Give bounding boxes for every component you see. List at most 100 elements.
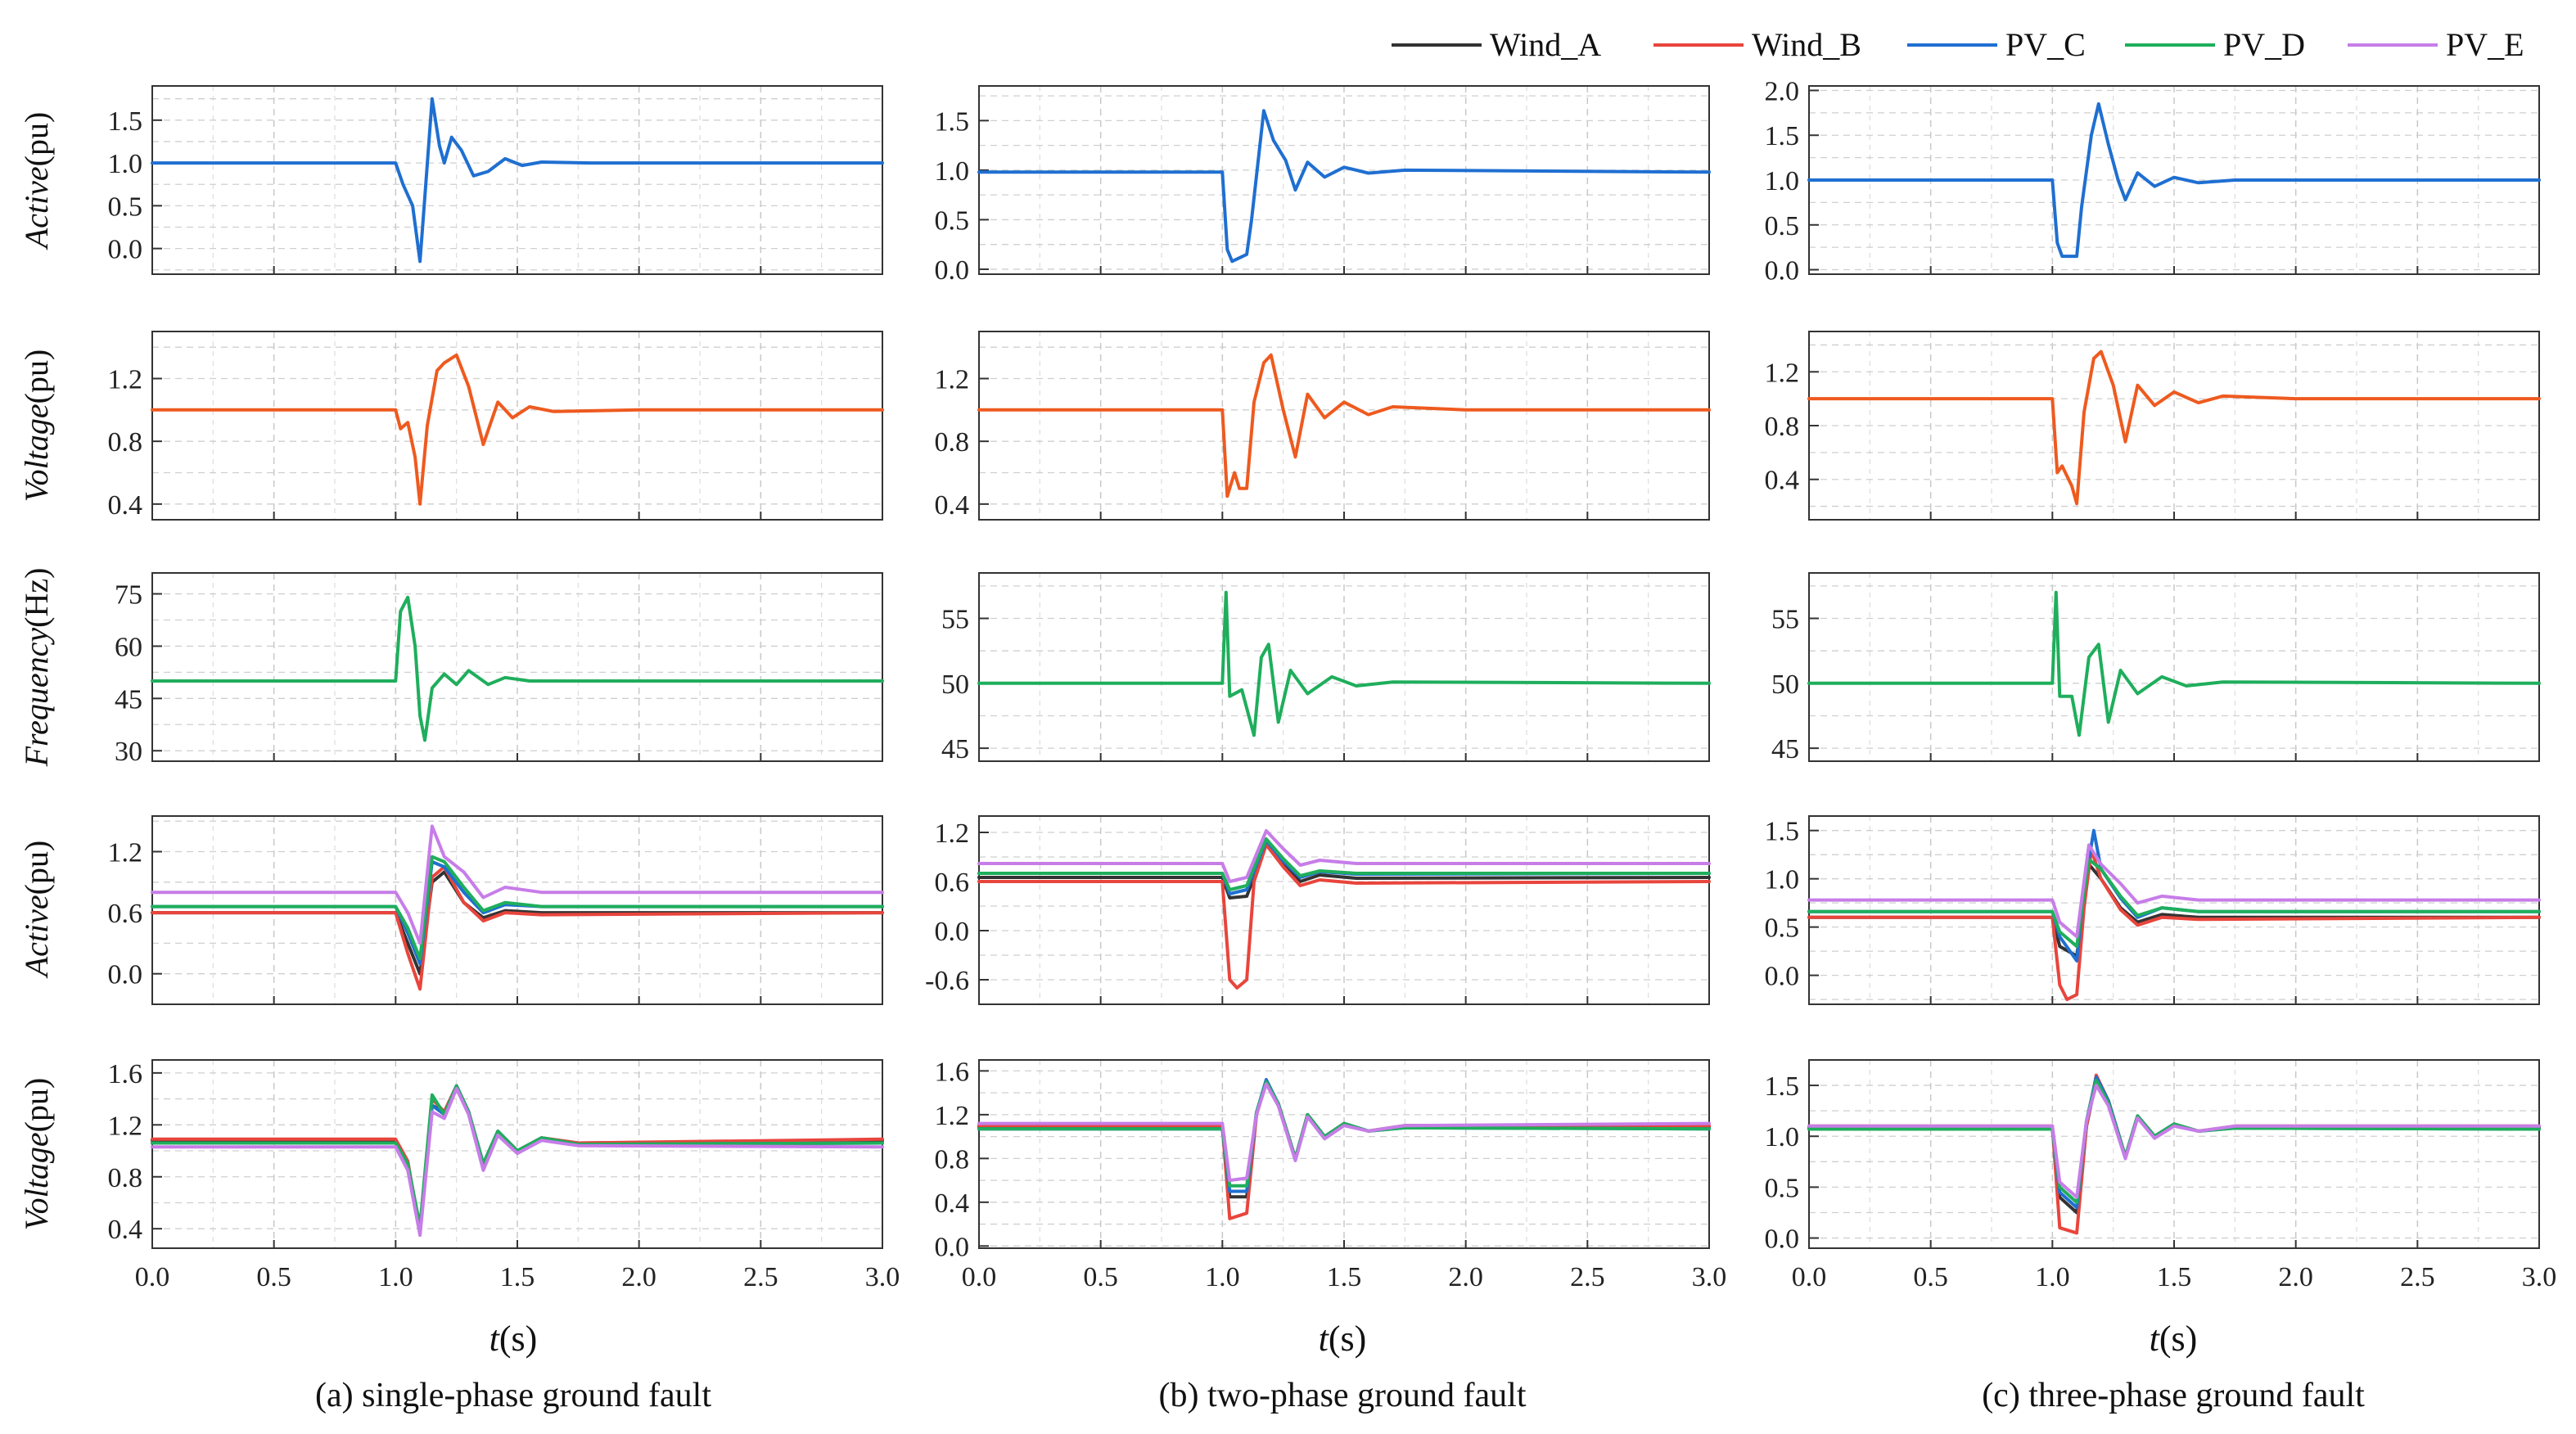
x-tick-label: 2.5 [2400,1262,2435,1292]
y-tick-label: 1.5 [1765,121,1800,151]
x-tick-label: 1.0 [2035,1262,2070,1292]
y-tick-label: 1.0 [1765,1122,1800,1152]
y-tick-label: 1.2 [1765,358,1800,388]
y-tick-label: 0.0 [1765,962,1800,992]
x-tick-label: 1.5 [500,1262,535,1292]
y-tick-label: 1.5 [935,106,970,137]
x-tick-label: 1.5 [1327,1262,1362,1292]
y-tick-label: 45 [941,734,969,764]
y-tick-label: 50 [941,670,969,700]
x-label-c: t(s) [2150,1319,2198,1359]
series-voltage [1807,349,2541,506]
panel-c-active: 0.0 0.5 1.0 1.5 2.0 [1765,76,2541,286]
y-tick-label: 1.5 [1765,1071,1800,1102]
x-tick-label: 2.0 [1448,1262,1483,1292]
y-tick-label: 0.0 [108,960,143,990]
y-tick-label: 1.5 [1765,817,1800,847]
row-labels: Active(pu) Voltage(pu) Frequency(Hz) Act… [18,112,55,1231]
y-tick-label: 0.8 [935,1144,970,1175]
y-tick-label: 0.6 [108,899,143,929]
y-tick-label: 1.6 [935,1057,970,1087]
y-tick-label: 1.0 [1765,865,1800,895]
y-tick-label: 0.4 [1765,466,1800,496]
x-tick-label: 2.5 [743,1262,778,1292]
series-frequency [977,590,1711,737]
series-pv-d [151,855,884,961]
legend-label-pv-c: PV_C [2005,26,2086,63]
x-tick-label: 2.0 [621,1262,656,1292]
x-tick-label: 2.5 [1570,1262,1605,1292]
panel-b-voltage: 0.4 0.8 1.2 [935,331,1711,521]
y-tick-label: 0.0 [108,235,143,265]
panel-b-active-multi: -0.6 0.0 0.6 1.2 [925,815,1711,1005]
series-wind-a [151,870,884,976]
caption-c: (c) three-phase ground fault [1982,1377,2365,1414]
y-tick-label: 1.2 [935,818,970,849]
captions: (a) single-phase ground fault (b) two-ph… [315,1377,2365,1414]
y-tick-label: 0.6 [935,868,970,898]
y-tick-label: 2.0 [1765,76,1800,106]
x-labels: t(s) t(s) t(s) [489,1319,2198,1359]
series-pv-d [977,837,1711,891]
caption-a: (a) single-phase ground fault [315,1377,711,1414]
y-tick-label: 0.5 [1765,1173,1800,1203]
y-tick-label: 0.0 [1765,1224,1800,1255]
x-tick-label: 3.0 [2522,1262,2557,1292]
panel-a-voltage-multi: 0.4 0.8 1.2 1.6 0.0 0.5 1.0 1.5 2.0 2.5 3.0 [108,1059,900,1292]
series-voltage [977,353,1711,498]
x-tick-label: 2.0 [2278,1262,2313,1292]
row-label-voltage-2: Voltage(pu) [18,1078,55,1231]
y-tick-label: 0.0 [935,917,970,947]
x-tick-label: 0.5 [1083,1262,1118,1292]
series-frequency [1807,590,2541,737]
series-pv-e [977,1082,1711,1183]
y-tick-label: 1.2 [108,838,143,868]
series-pv-c [151,97,884,264]
y-tick-label: 1.0 [108,149,143,179]
y-tick-label: 0.5 [108,192,143,222]
panel-c-active-multi: 0.0 0.5 1.0 1.5 [1765,815,2541,1005]
y-tick-label: 0.4 [108,1215,143,1245]
x-tick-label: 3.0 [1692,1262,1727,1292]
x-tick-label: 3.0 [865,1262,900,1292]
x-label-b: t(s) [1319,1319,1367,1359]
y-tick-label: 30 [115,737,142,767]
series-pv-e [151,824,884,945]
panels: 0.00.51.01.50.40.81.2304560750.00.61.20.… [108,76,2557,1292]
series-pv-d [1807,858,2541,949]
x-tick-label: 0.5 [1913,1262,1948,1292]
panel-c-voltage-multi: 0.0 0.5 1.0 1.5 0.0 0.5 1.0 1.5 2.0 2.5 3.0 [1765,1059,2557,1292]
y-tick-label: 0.8 [935,427,970,458]
series-pv-e [1807,1084,2541,1199]
y-tick-label: 75 [115,580,142,611]
y-tick-label: 0.5 [1765,913,1800,944]
series-pv-c [1807,101,2541,259]
y-tick-label: 0.0 [1765,256,1800,286]
y-tick-label: 45 [115,684,142,715]
row-label-active-2: Active(pu) [18,841,55,980]
y-tick-label: 45 [1771,734,1799,764]
x-tick-label: 0.5 [256,1262,291,1292]
y-tick-label: 0.4 [108,490,143,521]
x-tick-label: 1.0 [378,1262,413,1292]
y-tick-label: -0.6 [925,966,969,996]
y-tick-label: 1.2 [108,365,143,395]
y-tick-label: 55 [1771,605,1799,635]
y-tick-label: 1.6 [108,1059,143,1089]
panel-b-frequency: 45 50 55 [941,572,1711,764]
y-tick-label: 0.8 [1765,412,1800,442]
y-tick-label: 0.5 [1765,211,1800,241]
y-tick-label: 50 [1771,670,1799,700]
legend-label-pv-e: PV_E [2446,26,2524,63]
x-tick-label: 1.0 [1205,1262,1240,1292]
row-label-active-1: Active(pu) [18,112,55,251]
series-pv-e [977,829,1711,883]
x-tick-label: 0.0 [962,1262,997,1292]
series-pv-e [1807,843,2541,939]
panel-c-frequency: 45 50 55 [1771,572,2541,764]
y-tick-label: 1.2 [935,1101,970,1131]
x-tick-label: 0.0 [135,1262,170,1292]
y-tick-label: 1.5 [108,106,143,137]
y-tick-label: 0.8 [108,427,143,458]
series-frequency [151,595,884,742]
